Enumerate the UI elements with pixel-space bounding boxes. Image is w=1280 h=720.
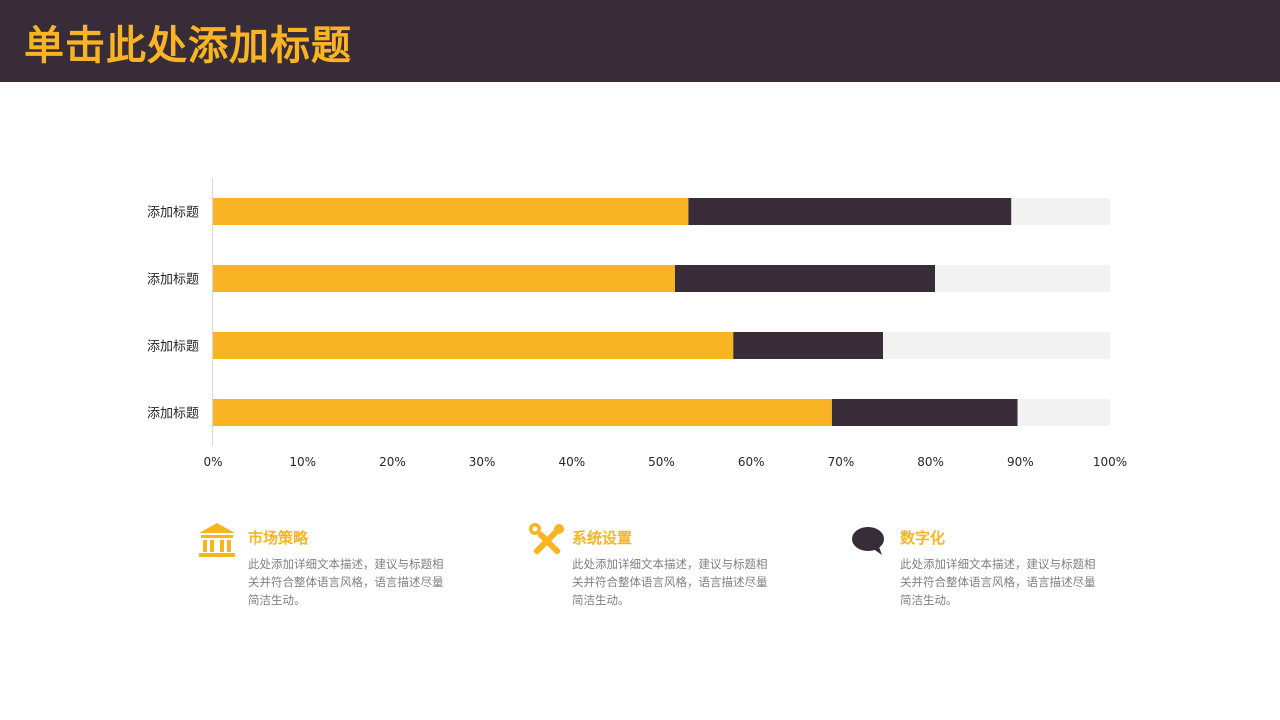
bar-segment <box>935 265 1110 292</box>
x-tick-label: 40% <box>558 455 585 469</box>
bar-segment <box>213 265 675 292</box>
feature-digitalization: 数字化 此处添加详细文本描述，建议与标题相关并符合整体语言风格，语言描述尽量简洁… <box>850 522 1110 622</box>
bar-segment <box>213 332 734 359</box>
tools-icon <box>529 523 564 555</box>
x-tick-label: 100% <box>1093 455 1127 469</box>
bar-segment <box>688 198 1012 225</box>
bar-segment <box>831 399 1018 426</box>
x-tick-label: 0% <box>203 455 222 469</box>
bar-segment <box>1017 399 1110 426</box>
feature-title: 数字化 <box>900 529 946 547</box>
category-label: 添加标题 <box>147 407 199 422</box>
category-label: 添加标题 <box>147 340 199 355</box>
x-tick-label: 80% <box>917 455 944 469</box>
header-bar: 单击此处添加标题 <box>0 0 1280 82</box>
category-label: 添加标题 <box>147 273 199 288</box>
category-label: 添加标题 <box>147 206 199 221</box>
bar-segment <box>733 332 884 359</box>
page-title: 单击此处添加标题 <box>24 23 352 69</box>
bar-segment <box>213 399 832 426</box>
x-tick-label: 60% <box>738 455 765 469</box>
bar-segment <box>674 265 936 292</box>
feature-title: 系统设置 <box>572 529 633 547</box>
x-tick-label: 10% <box>289 455 316 469</box>
feature-system-settings: 系统设置 此处添加详细文本描述，建议与标题相关并符合整体语言风格，语言描述尽量简… <box>528 522 788 622</box>
feature-market-strategy: 市场策略 此处添加详细文本描述，建议与标题相关并符合整体语言风格，语言描述尽量简… <box>198 522 458 622</box>
bank-icon <box>199 523 235 557</box>
feature-description: 此处添加详细文本描述，建议与标题相关并符合整体语言风格，语言描述尽量简洁生动。 <box>248 557 444 607</box>
feature-description: 此处添加详细文本描述，建议与标题相关并符合整体语言风格，语言描述尽量简洁生动。 <box>900 557 1096 607</box>
x-tick-label: 30% <box>469 455 496 469</box>
speech-bubble-icon <box>852 527 884 555</box>
x-tick-label: 20% <box>379 455 406 469</box>
x-tick-label: 90% <box>1007 455 1034 469</box>
bar-segment <box>883 332 1110 359</box>
x-tick-label: 50% <box>648 455 675 469</box>
bar-segment <box>1011 198 1110 225</box>
feature-title: 市场策略 <box>248 529 309 547</box>
x-tick-label: 70% <box>828 455 855 469</box>
feature-description: 此处添加详细文本描述，建议与标题相关并符合整体语言风格，语言描述尽量简洁生动。 <box>572 557 768 607</box>
bar-segment <box>213 198 689 225</box>
